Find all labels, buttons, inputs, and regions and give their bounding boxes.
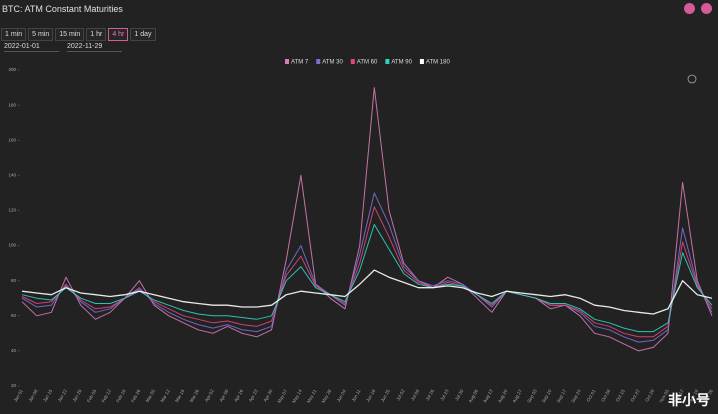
- page-title: BTC: ATM Constant Maturities: [2, 4, 123, 14]
- interval-button[interactable]: 1 day: [130, 28, 156, 41]
- start-date[interactable]: 2022-01-01: [4, 43, 59, 52]
- x-tick-label: Nov 05: [658, 388, 670, 403]
- legend-marker: [285, 59, 289, 64]
- x-tick-label: Oct 29: [644, 388, 655, 402]
- interval-button[interactable]: 15 min: [55, 28, 85, 41]
- x-tick-label: Jun 11: [351, 388, 362, 402]
- close-icon[interactable]: [701, 3, 712, 14]
- x-tick-label: Oct 22: [630, 388, 641, 402]
- y-tick-label: 60: [11, 313, 17, 318]
- x-tick-label: Jul 02: [395, 388, 406, 401]
- x-tick-label: Jul 09: [410, 388, 421, 401]
- x-tick-label: Sep 10: [541, 388, 553, 403]
- x-tick-label: Jan 29: [72, 388, 83, 403]
- x-tick-label: Jun 04: [336, 388, 347, 403]
- x-tick-label: Aug 13: [482, 388, 494, 403]
- watermark: 非小号: [668, 392, 710, 408]
- y-tick-label: 120: [8, 208, 16, 213]
- x-tick-label: Jun 18: [365, 388, 376, 403]
- x-tick-label: Jan 08: [27, 388, 38, 403]
- y-tick-label: 80: [11, 278, 17, 283]
- x-tick-label: Aug 20: [497, 388, 509, 403]
- x-tick-label: Jan 01: [13, 388, 24, 403]
- y-tick-label: 40: [11, 348, 17, 353]
- x-tick-label: Apr 02: [204, 388, 215, 402]
- x-tick-label: Feb 19: [115, 388, 127, 403]
- x-tick-label: Apr 16: [233, 388, 244, 402]
- series-line: [21, 87, 713, 352]
- x-tick-label: Oct 01: [585, 388, 596, 402]
- x-tick-label: Nov 26: [702, 388, 714, 403]
- series-line: [21, 269, 713, 315]
- legend-marker: [316, 59, 321, 64]
- interval-buttons: 1 min 5 min 15 min 1 hr 4 hr 1 day: [1, 28, 156, 41]
- series-line: [21, 206, 713, 338]
- interval-button[interactable]: 5 min: [28, 28, 54, 41]
- y-tick-label: 140: [8, 173, 16, 178]
- x-tick-label: May 28: [320, 388, 332, 404]
- x-tick-label: Mar 26: [189, 388, 201, 403]
- y-tick-label: 180: [8, 102, 16, 107]
- x-tick-label: Jan 22: [57, 388, 68, 403]
- x-tick-label: Oct 15: [615, 388, 626, 402]
- series-line: [21, 192, 713, 343]
- legend-label: ATM 180: [426, 60, 451, 66]
- interval-button[interactable]: 4 hr: [108, 28, 129, 41]
- x-tick-label: Aug 06: [468, 388, 480, 403]
- interval-button[interactable]: 1 min: [1, 28, 27, 41]
- y-tick-label: 200: [8, 67, 16, 72]
- legend-label: ATM 60: [357, 60, 378, 66]
- y-tick-label: 160: [8, 137, 16, 142]
- legend-marker: [385, 59, 390, 64]
- x-tick-label: Sep 24: [570, 388, 582, 403]
- x-tick-label: May 14: [291, 388, 303, 404]
- x-tick-label: Jul 23: [439, 388, 450, 401]
- end-date[interactable]: 2022-11-29: [67, 43, 122, 52]
- x-tick-label: Apr 30: [263, 388, 274, 402]
- x-tick-label: Aug 27: [512, 388, 524, 403]
- x-tick-label: Sep 03: [526, 388, 538, 403]
- date-range: 2022-01-01 2022-11-29: [4, 43, 122, 52]
- legend-marker: [419, 59, 424, 64]
- x-tick-label: Oct 08: [600, 388, 611, 402]
- y-tick-label: 20: [11, 383, 17, 388]
- x-tick-label: Apr 23: [248, 388, 259, 402]
- x-tick-label: Jun 25: [380, 388, 391, 403]
- x-tick-label: Jul 16: [425, 388, 436, 401]
- x-tick-label: May 21: [306, 388, 318, 404]
- legend-marker: [350, 59, 355, 64]
- y-tick-label: 100: [8, 243, 16, 248]
- x-tick-label: Mar 19: [174, 388, 186, 403]
- x-tick-label: May 07: [276, 388, 288, 404]
- legend-label: ATM 30: [322, 60, 343, 66]
- x-tick-label: Jan 15: [42, 388, 53, 403]
- chart-menu-icon: [687, 74, 697, 84]
- x-tick-label: Sep 17: [556, 388, 568, 403]
- x-tick-label: Feb 26: [130, 388, 142, 403]
- x-tick-label: Apr 09: [218, 388, 229, 402]
- interval-button[interactable]: 1 hr: [86, 28, 107, 41]
- toolbar-icons: [684, 3, 712, 14]
- settings-icon[interactable]: [684, 3, 695, 14]
- x-tick-label: Mar 12: [159, 388, 171, 403]
- legend-label: ATM 7: [291, 60, 309, 66]
- x-tick-label: Nov 19: [688, 388, 700, 403]
- x-tick-label: Nov 12: [673, 388, 685, 403]
- legend-label: ATM 90: [391, 60, 412, 66]
- x-tick-label: Feb 12: [101, 388, 113, 403]
- x-tick-label: Feb 05: [86, 388, 98, 403]
- x-tick-label: Mar 05: [145, 388, 157, 403]
- x-tick-label: Jul 30: [454, 388, 465, 401]
